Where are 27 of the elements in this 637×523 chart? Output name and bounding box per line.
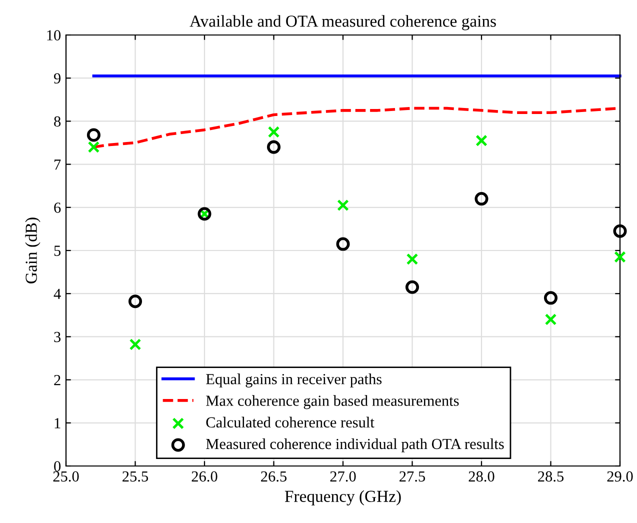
y-tick-label: 4 (54, 288, 61, 299)
y-tick-label: 9 (54, 73, 61, 84)
y-axis-title: Gain (dB) (25, 218, 40, 284)
x-tick-label: 27.0 (330, 471, 356, 482)
y-tick-label: 2 (54, 374, 60, 386)
legend-label: Calculated coherence result (206, 416, 374, 428)
legend-label: Equal gains in receiver paths (206, 374, 382, 388)
x-tick-label: 28.5 (538, 471, 564, 482)
x-tick-label: 26.0 (192, 471, 218, 482)
y-tick-label: 1 (54, 418, 60, 428)
y-tick-label: 6 (54, 202, 61, 213)
legend-label: Measured coherence individual path OTA results (206, 438, 504, 452)
x-tick-label: 29.0 (607, 471, 633, 482)
y-tick-label: 0 (54, 461, 61, 472)
y-tick-label: 8 (54, 116, 61, 127)
x-tick-label: 25.5 (122, 471, 148, 482)
x-tick-label: 27.5 (400, 471, 426, 482)
x-tick-label: 28.0 (468, 471, 494, 482)
x-tick-label: 26.5 (261, 471, 287, 482)
legend-label: Max coherence gain based measurements (206, 395, 459, 410)
y-tick-label: 7 (54, 160, 61, 170)
x-tick-label: 25.0 (53, 471, 79, 482)
chart-title: Available and OTA measured coherence gains (190, 15, 496, 30)
y-tick-label: 3 (54, 332, 61, 342)
x-axis-title: Frequency (GHz) (284, 490, 401, 506)
y-tick-label: 5 (54, 246, 61, 256)
y-tick-label: 10 (47, 30, 61, 40)
